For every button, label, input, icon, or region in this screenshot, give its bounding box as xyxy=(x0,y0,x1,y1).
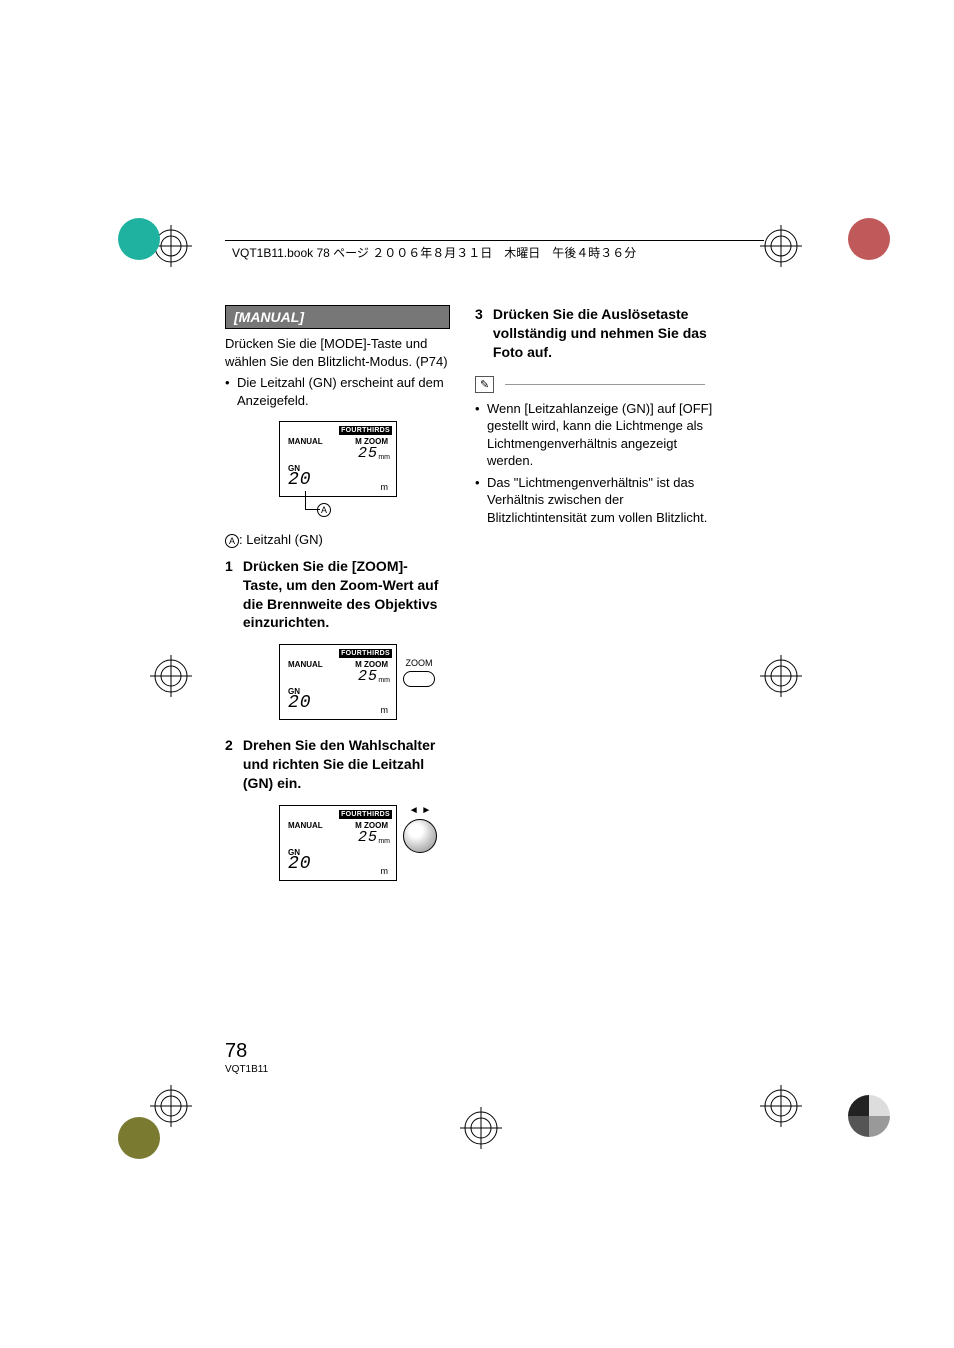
color-chip xyxy=(118,1117,160,1159)
lcd-figure-2: FOURTHIRDS MANUAL M ZOOM 25 mm GN 20 m Z… xyxy=(243,644,450,726)
step-text: Drücken Sie die Auslösetaste vollständig… xyxy=(493,305,711,362)
step-2: 2 Drehen Sie den Wahlschalter und richte… xyxy=(225,736,450,793)
lcd-m-label: m xyxy=(381,482,389,492)
callout-a-text: : Leitzahl (GN) xyxy=(239,532,323,547)
left-column: [MANUAL] Drücken Sie die [MODE]-Taste un… xyxy=(225,305,450,897)
color-chip xyxy=(118,218,160,260)
section-header: [MANUAL] xyxy=(225,305,450,329)
lcd-mm: mm xyxy=(378,677,390,684)
lcd-fourthirds: FOURTHIRDS xyxy=(339,649,392,658)
lcd-fourthirds: FOURTHIRDS xyxy=(339,810,392,819)
intro-bullet: Die Leitzahl (GN) erscheint auf dem Anze… xyxy=(225,374,450,409)
note-bullet-1: Wenn [Leitzahlanzeige (GN)] auf [OFF] ge… xyxy=(475,400,720,470)
lcd-m-label: m xyxy=(381,705,389,715)
regmark xyxy=(760,1085,802,1127)
lcd-m-label: m xyxy=(381,866,389,876)
lcd-gn-value: 20 xyxy=(288,854,312,874)
callout-a-legend: A: Leitzahl (GN) xyxy=(225,531,450,549)
lcd-mm: mm xyxy=(378,454,390,461)
dial-arrows-icon: ◄ ► xyxy=(403,805,437,816)
lcd-figure-1: FOURTHIRDS MANUAL M ZOOM 25 mm GN 20 m A xyxy=(243,421,450,521)
step-number: 2 xyxy=(225,736,239,755)
regmark xyxy=(150,1085,192,1127)
step-1: 1 Drücken Sie die [ZOOM]-Taste, um den Z… xyxy=(225,557,450,633)
header-text: VQT1B11.book 78 ページ ２００６年８月３１日 木曜日 午後４時３… xyxy=(232,244,636,261)
regmark xyxy=(150,655,192,697)
callout-a-circle: A xyxy=(317,503,331,517)
lcd-mode: MANUAL xyxy=(288,437,323,446)
lcd-zoom-value: 25 xyxy=(358,829,378,846)
lcd-gn-value: 20 xyxy=(288,470,312,490)
step-number: 1 xyxy=(225,557,239,576)
lcd-mode: MANUAL xyxy=(288,821,323,830)
page-code: VQT1B11 xyxy=(225,1064,268,1075)
note-divider: ✎ xyxy=(475,376,720,394)
intro-text: Drücken Sie die [MODE]-Taste und wählen … xyxy=(225,335,450,370)
lcd-fourthirds: FOURTHIRDS xyxy=(339,426,392,435)
regmark xyxy=(760,225,802,267)
zoom-button-icon xyxy=(403,671,435,687)
step-number: 3 xyxy=(475,305,489,324)
step-text: Drücken Sie die [ZOOM]-Taste, um den Zoo… xyxy=(243,557,443,633)
regmark xyxy=(460,1107,502,1149)
callout-a-circle: A xyxy=(225,534,239,548)
lcd-mm: mm xyxy=(378,838,390,845)
color-chip xyxy=(848,1095,890,1137)
callout-marker: A xyxy=(317,503,331,517)
lcd-zoom-value: 25 xyxy=(358,445,378,462)
note-bullet-2: Das "Lichtmengenverhältnis" ist das Verh… xyxy=(475,474,720,527)
lcd-mode: MANUAL xyxy=(288,660,323,669)
lcd-zoom-value: 25 xyxy=(358,668,378,685)
color-chip xyxy=(848,218,890,260)
note-rule xyxy=(505,384,705,385)
page-content: [MANUAL] Drücken Sie die [MODE]-Taste un… xyxy=(225,305,720,897)
lcd-figure-3: FOURTHIRDS MANUAL M ZOOM 25 mm GN 20 m ◄… xyxy=(243,805,450,887)
lcd-gn-value: 20 xyxy=(288,693,312,713)
header-rule xyxy=(225,240,764,241)
note-icon: ✎ xyxy=(475,376,494,393)
page-number: 78 xyxy=(225,1040,247,1063)
step-3: 3 Drücken Sie die Auslösetaste vollständ… xyxy=(475,305,720,362)
step-text: Drehen Sie den Wahlschalter und richten … xyxy=(243,736,443,793)
zoom-button: ZOOM xyxy=(403,658,435,687)
regmark xyxy=(760,655,802,697)
right-column: 3 Drücken Sie die Auslösetaste vollständ… xyxy=(475,305,720,533)
dial-icon xyxy=(403,819,437,853)
zoom-button-label: ZOOM xyxy=(403,658,435,668)
